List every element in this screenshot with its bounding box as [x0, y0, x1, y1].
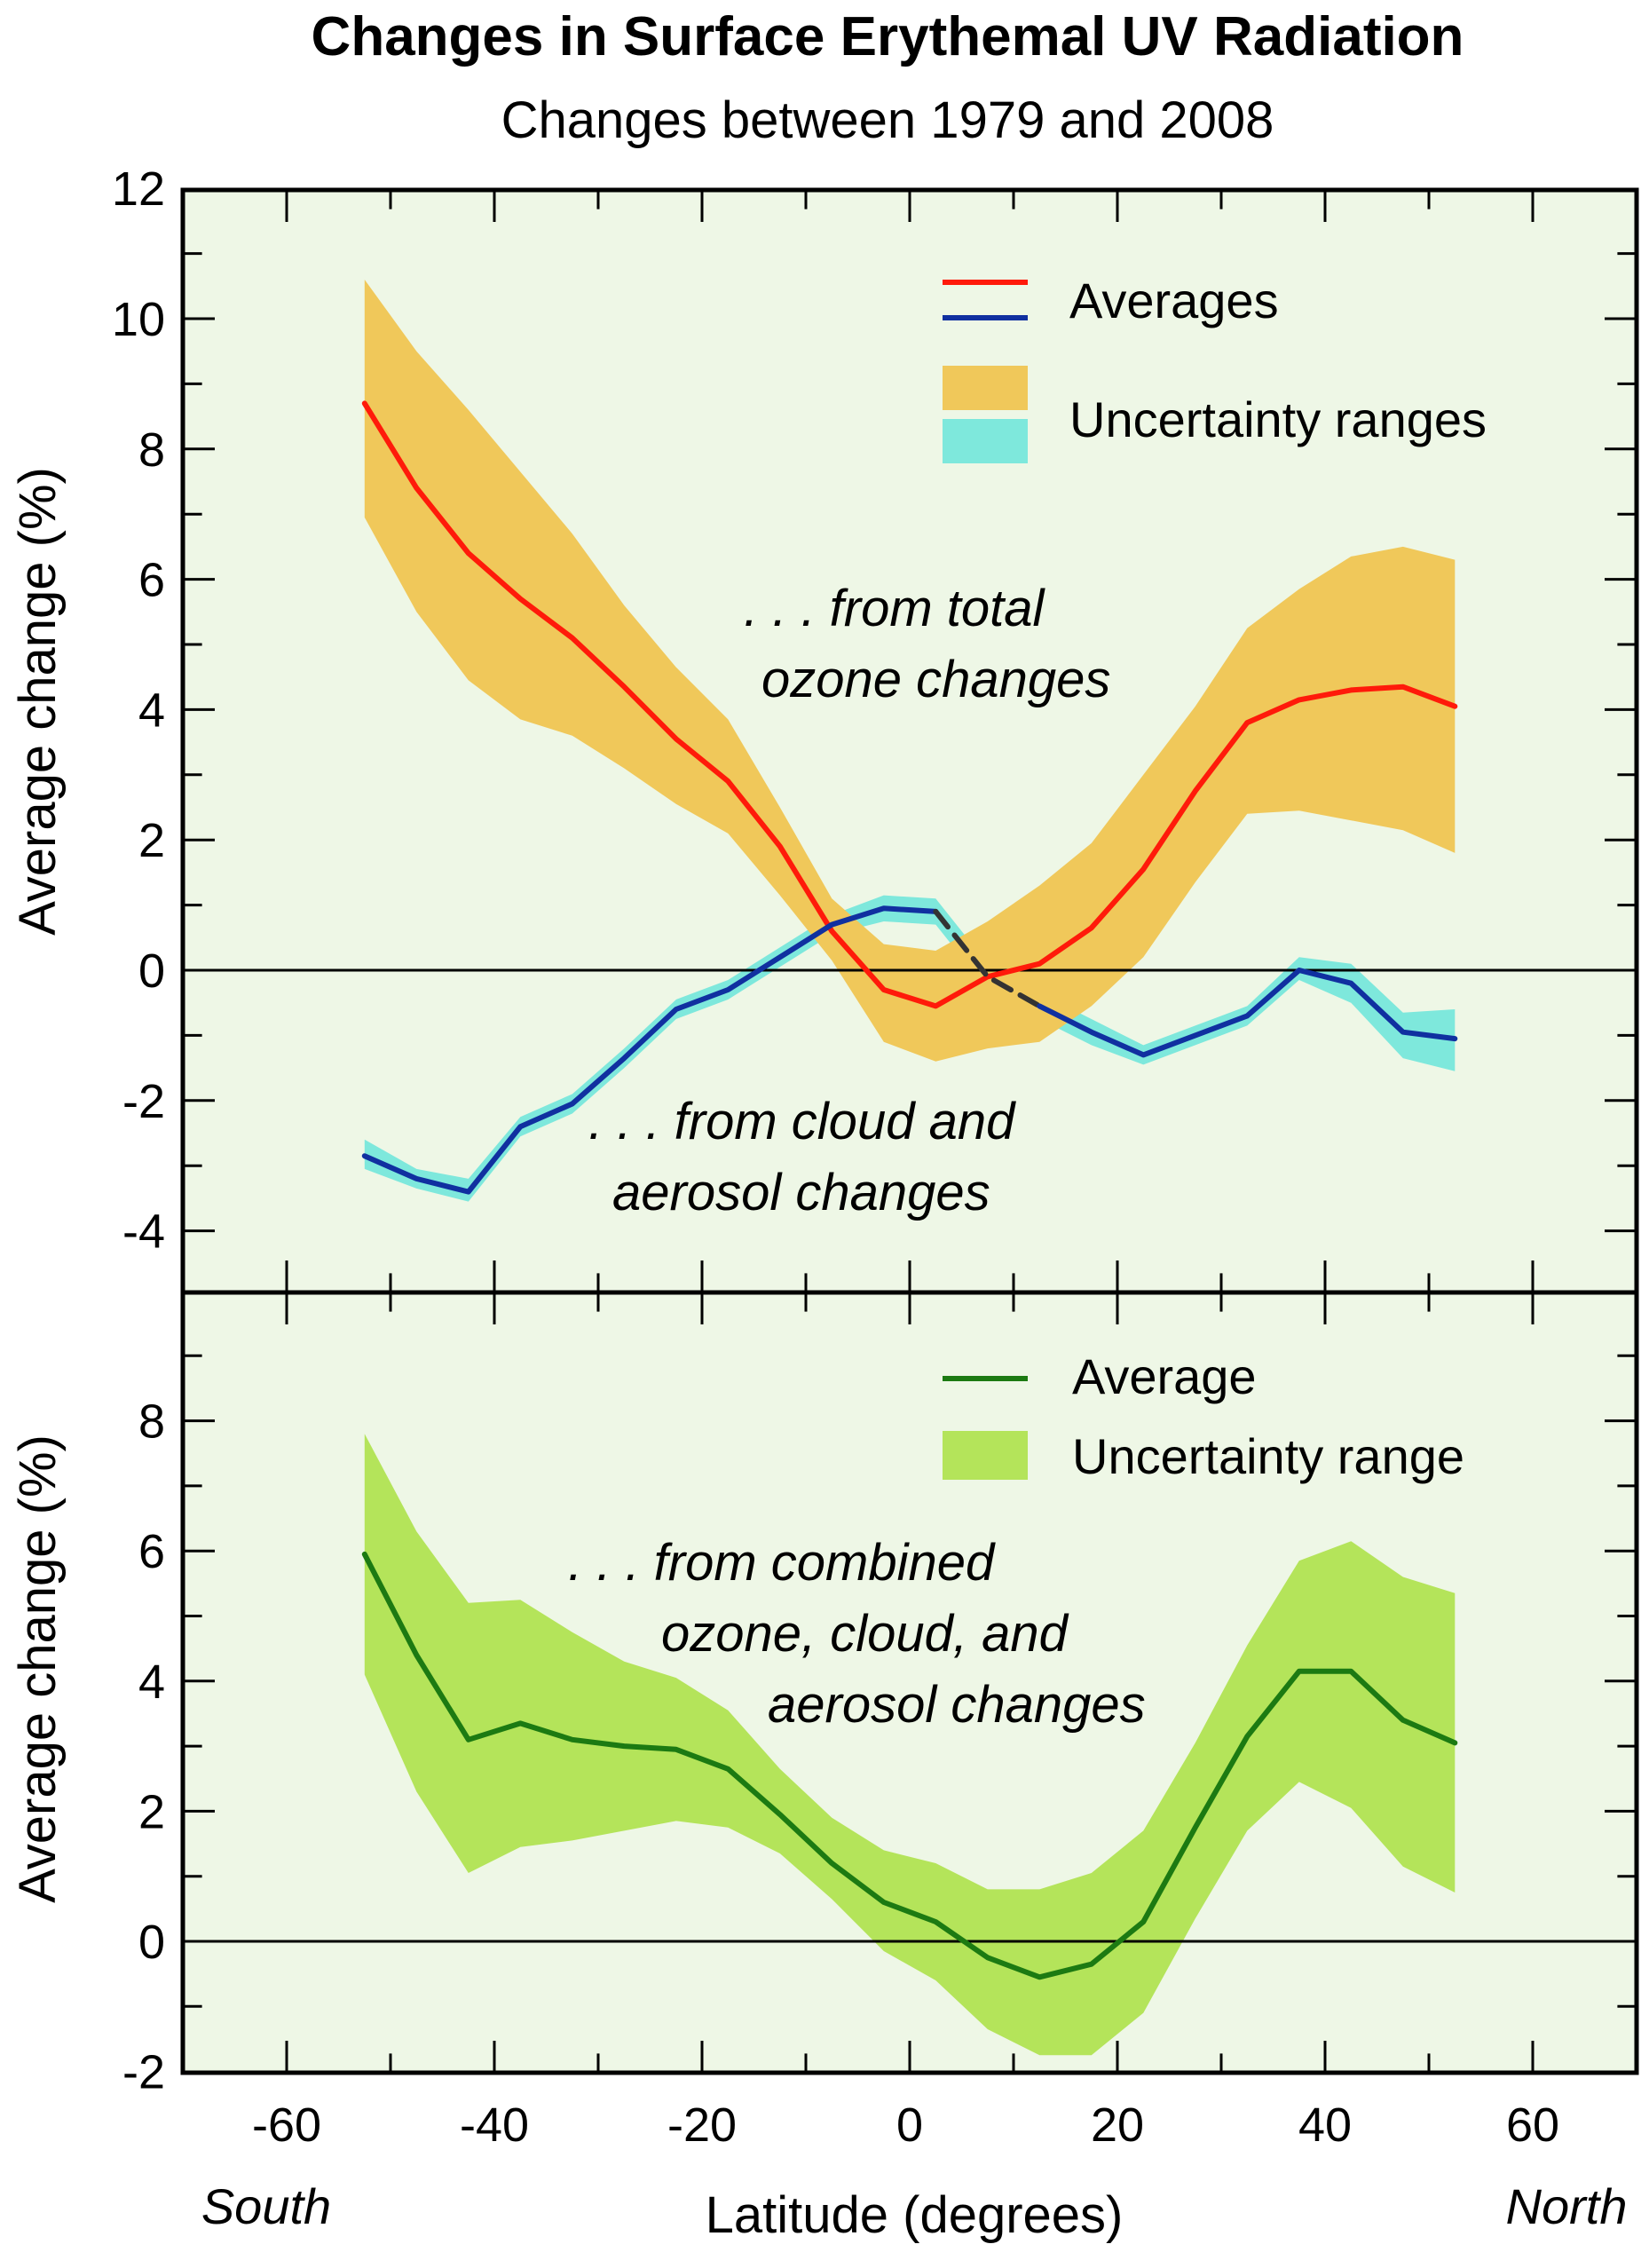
- chart-title: Changes in Surface Erythemal UV Radiatio…: [312, 6, 1464, 67]
- annotation-combined-line3: aerosol changes: [768, 1676, 1146, 1734]
- annotation-combined-line2: ozone, cloud, and: [661, 1605, 1069, 1663]
- x-tick-label: 60: [1506, 2098, 1559, 2152]
- y-tick-label: 6: [138, 554, 165, 607]
- x-tick-label: 0: [896, 2098, 923, 2152]
- legend-combined-band-swatch: [943, 1431, 1028, 1480]
- top-y-axis-label: Average change (%): [9, 467, 67, 936]
- cloud-average-line-north: [1037, 968, 1458, 1058]
- y-tick-label: 0: [138, 944, 165, 998]
- y-tick-label: 12: [112, 162, 165, 216]
- annotation-ozone-line2: ozone changes: [761, 651, 1110, 708]
- y-tick-label: 2: [138, 1785, 165, 1838]
- top-legend-avg-label: Averages: [1069, 273, 1279, 328]
- legend-cloud-band-swatch: [943, 419, 1028, 463]
- bottom-legend-range-label: Uncertainty range: [1072, 1428, 1464, 1484]
- combined-uncertainty-band: [364, 1434, 1456, 2056]
- annotation-combined-line1: . . . from combined: [568, 1534, 996, 1592]
- cloud-average-line: [361, 905, 939, 1195]
- annotation-cloud-line1: . . . from cloud and: [588, 1093, 1016, 1150]
- annotation-ozone-line1: . . . from total: [744, 580, 1046, 637]
- x-tick-label: -60: [252, 2098, 321, 2152]
- y-tick-label: -2: [122, 1075, 165, 1128]
- y-tick-label: 10: [112, 293, 165, 346]
- south-note: South: [201, 2178, 331, 2234]
- legend-ozone-band-swatch: [943, 366, 1028, 410]
- x-tick-label: 20: [1091, 2098, 1144, 2152]
- y-tick-label: 8: [138, 423, 165, 477]
- y-tick-label: -2: [122, 2046, 165, 2099]
- top-legend-range-label: Uncertainty ranges: [1069, 391, 1487, 447]
- cloud-average-dashed-line: [933, 908, 1043, 1009]
- ozone-average-line: [361, 400, 1458, 1009]
- x-tick-label: 40: [1298, 2098, 1352, 2152]
- y-tick-label: 8: [138, 1395, 165, 1449]
- y-tick-label: 6: [138, 1525, 165, 1578]
- combined-average-line: [361, 1551, 1458, 1980]
- y-tick-label: 0: [138, 1916, 165, 1969]
- annotation-cloud-line2: aerosol changes: [612, 1164, 990, 1221]
- x-tick-label: -20: [667, 2098, 737, 2152]
- y-tick-label: 4: [138, 1656, 165, 1709]
- x-tick-label: -40: [460, 2098, 529, 2152]
- y-tick-label: -4: [122, 1205, 165, 1259]
- bottom-y-axis-label: Average change (%): [9, 1434, 67, 1903]
- y-tick-label: 2: [138, 814, 165, 867]
- bottom-panel-frame: [180, 1290, 1639, 2075]
- x-axis-label: Latitude (degrees): [706, 2186, 1124, 2244]
- north-note: North: [1506, 2178, 1628, 2234]
- chart-subtitle: Changes between 1979 and 2008: [501, 91, 1274, 149]
- bottom-legend-avg-label: Average: [1072, 1348, 1257, 1404]
- y-tick-label: 4: [138, 684, 165, 737]
- ozone-uncertainty-band: [364, 280, 1456, 1062]
